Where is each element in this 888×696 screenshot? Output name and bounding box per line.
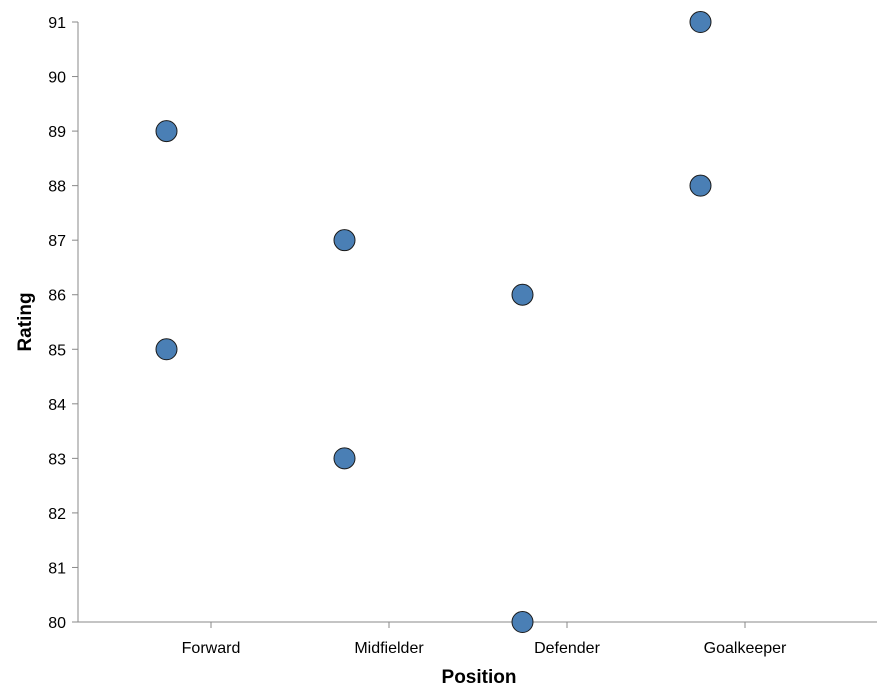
y-tick-label: 89 [48, 124, 66, 141]
data-point [511, 283, 534, 306]
y-tick-label: 80 [48, 615, 66, 632]
y-tick-label: 83 [48, 451, 66, 468]
x-axis: Forward Midfielder Defender Goalkeeper [78, 621, 877, 657]
data-points [155, 11, 712, 633]
y-tick-label: 81 [48, 560, 66, 577]
y-tick-label: 84 [48, 397, 66, 414]
data-point [155, 120, 178, 143]
data-point [689, 11, 712, 33]
y-tick-label: 86 [48, 288, 66, 305]
x-axis-title: Position [442, 667, 517, 688]
x-tick-label: Defender [534, 640, 600, 657]
y-tick-label: 91 [48, 15, 66, 32]
y-axis-title: Rating [15, 292, 36, 351]
data-point [689, 174, 712, 197]
x-tick-label: Midfielder [354, 640, 424, 657]
x-tick-label: Forward [182, 640, 241, 657]
y-tick-label: 85 [48, 342, 66, 359]
y-tick-label: 90 [48, 70, 66, 87]
data-point [511, 611, 534, 633]
y-axis: 80 81 82 83 84 85 86 87 88 89 90 91 [48, 15, 79, 632]
y-tick-label: 82 [48, 506, 66, 523]
data-point [333, 447, 356, 470]
data-point [155, 338, 178, 361]
y-tick-label: 87 [48, 233, 66, 250]
x-tick-label: Goalkeeper [704, 640, 787, 657]
y-tick-label: 88 [48, 179, 66, 196]
data-point [333, 229, 356, 252]
